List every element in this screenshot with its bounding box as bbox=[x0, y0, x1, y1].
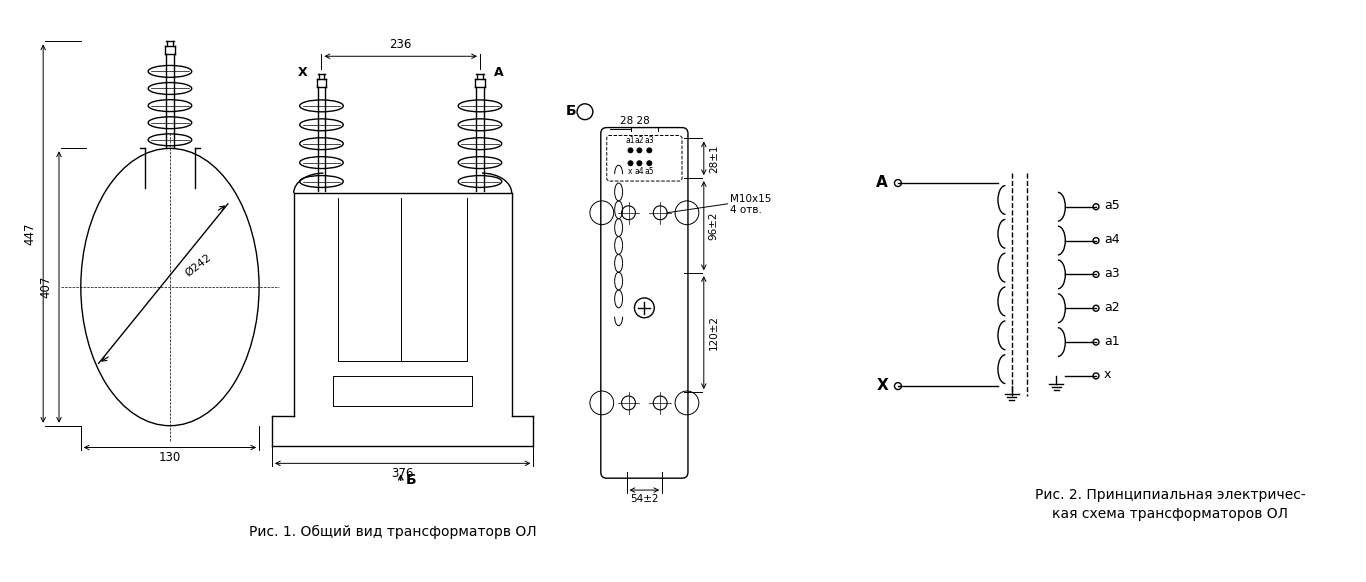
Text: Рис. 2. Принципиальная электричес-: Рис. 2. Принципиальная электричес- bbox=[1035, 488, 1306, 502]
Circle shape bbox=[647, 148, 652, 153]
Text: a5: a5 bbox=[645, 167, 654, 176]
Text: a5: a5 bbox=[1104, 199, 1120, 212]
Text: Б: Б bbox=[566, 104, 576, 118]
Circle shape bbox=[637, 161, 642, 166]
Text: 447: 447 bbox=[23, 222, 37, 245]
Text: Б: Б bbox=[406, 473, 417, 487]
Text: x: x bbox=[628, 167, 632, 176]
Text: 4 отв.: 4 отв. bbox=[729, 205, 761, 215]
Text: a2: a2 bbox=[635, 136, 645, 146]
Circle shape bbox=[628, 148, 632, 153]
Text: X: X bbox=[298, 66, 307, 79]
Circle shape bbox=[637, 148, 642, 153]
Text: 120±2: 120±2 bbox=[709, 315, 719, 350]
Text: 376: 376 bbox=[392, 467, 414, 480]
Text: 54±2: 54±2 bbox=[630, 494, 658, 504]
Text: 96±2: 96±2 bbox=[709, 211, 719, 240]
Text: a4: a4 bbox=[1104, 233, 1120, 246]
Text: 28±1: 28±1 bbox=[709, 144, 719, 172]
Text: a1: a1 bbox=[626, 136, 635, 146]
Text: 28 28: 28 28 bbox=[620, 116, 649, 126]
Text: 236: 236 bbox=[389, 38, 413, 51]
Text: M10x15: M10x15 bbox=[729, 194, 770, 204]
Text: A: A bbox=[876, 175, 888, 190]
Text: a3: a3 bbox=[645, 136, 654, 146]
Text: X: X bbox=[876, 378, 888, 393]
Text: 130: 130 bbox=[158, 452, 182, 464]
Text: a4: a4 bbox=[635, 167, 645, 176]
Text: a2: a2 bbox=[1104, 301, 1120, 314]
Text: Ø242: Ø242 bbox=[183, 252, 213, 279]
Text: a3: a3 bbox=[1104, 267, 1120, 280]
Text: a1: a1 bbox=[1104, 335, 1120, 347]
Text: x: x bbox=[1104, 368, 1112, 381]
Text: 407: 407 bbox=[40, 276, 52, 298]
Circle shape bbox=[628, 161, 632, 166]
Text: кая схема трансформаторов ОЛ: кая схема трансформаторов ОЛ bbox=[1052, 507, 1288, 521]
Text: Рис. 1. Общий вид трансформаторв ОЛ: Рис. 1. Общий вид трансформаторв ОЛ bbox=[249, 524, 537, 539]
Circle shape bbox=[647, 161, 652, 166]
Text: A: A bbox=[494, 66, 504, 79]
